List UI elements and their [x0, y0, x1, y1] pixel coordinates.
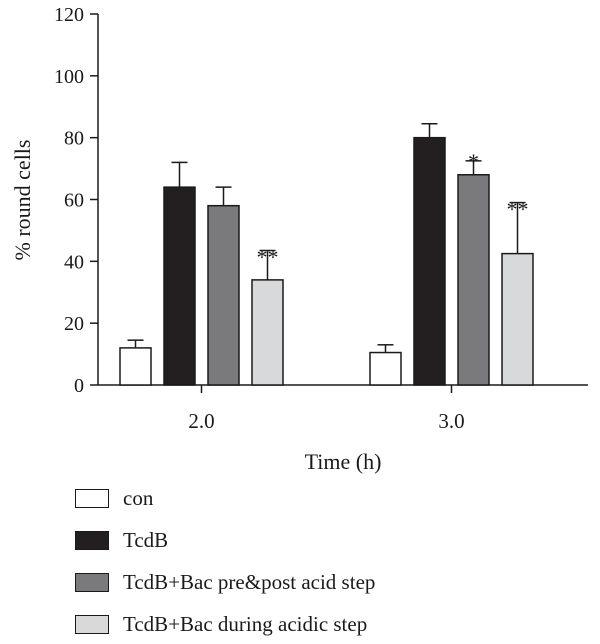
- bar: [413, 136, 446, 386]
- bar-group: ***3.0: [369, 123, 534, 433]
- legend-swatch: [75, 573, 109, 592]
- legend-swatch: [75, 531, 109, 550]
- bar: [163, 186, 196, 386]
- y-tick-label: 80: [64, 128, 84, 150]
- legend-label: TcdB+Bac during acidic step: [123, 612, 368, 636]
- bar: [457, 174, 490, 386]
- y-tick-label: 60: [64, 190, 84, 212]
- bar: [369, 351, 402, 386]
- bar-group: ** 2.0: [119, 161, 284, 433]
- bar: [251, 279, 284, 386]
- y-tick-label: 0: [74, 375, 84, 397]
- legend-swatch: [75, 489, 109, 508]
- bar: [501, 252, 534, 386]
- y-tick-label: 120: [54, 4, 84, 26]
- bar: [207, 204, 240, 386]
- legend-label: TcdB+Bac pre&post acid step: [123, 570, 376, 594]
- significance-label: *: [468, 149, 479, 174]
- legend-swatch: [75, 615, 109, 634]
- x-tick-label: 2.0: [188, 409, 214, 433]
- significance-label: **: [507, 197, 529, 222]
- x-tick-label: 3.0: [438, 409, 464, 433]
- y-tick-label: 100: [54, 66, 84, 88]
- bar: [119, 347, 152, 386]
- y-axis-label: % round cells: [10, 140, 35, 261]
- y-axis: 0 20 40 60 80 100 120: [54, 4, 99, 397]
- legend-label: con: [123, 486, 154, 510]
- significance-label: **: [257, 245, 279, 270]
- legend-label: TcdB: [123, 528, 169, 552]
- y-tick-label: 20: [64, 313, 84, 335]
- bar-groups: **2.0***3.0: [119, 123, 534, 433]
- x-axis-label: Time (h): [305, 449, 382, 474]
- y-tick-label: 40: [64, 251, 84, 273]
